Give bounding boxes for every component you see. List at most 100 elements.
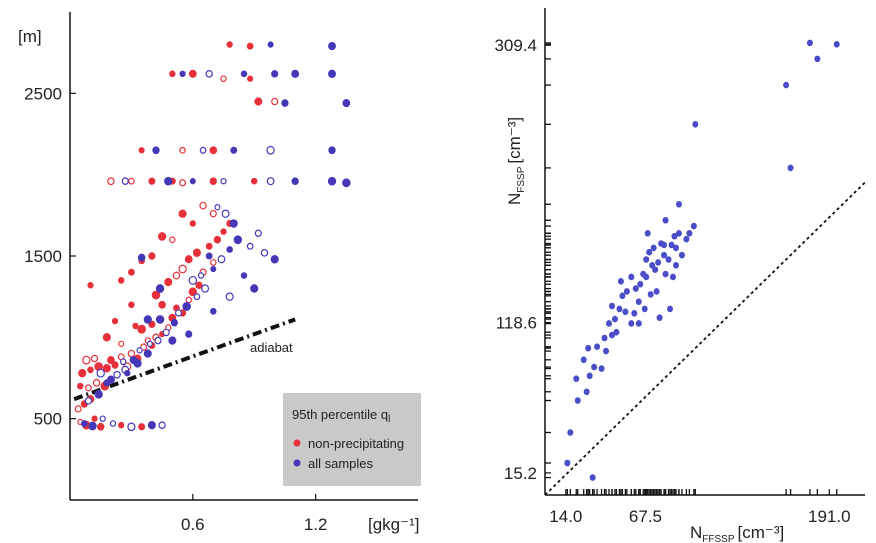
non-precipitating-point [102,364,111,373]
adiabat-line [73,317,296,402]
all-samples-point [146,340,153,348]
left-x-tick-label: 0.6 [181,515,205,534]
right-y-tick-label: 309.4 [494,36,537,55]
all-samples-point [170,318,179,327]
non-precipitating-point [178,209,187,218]
non-precipitating-point [192,248,201,257]
non-precipitating-point [209,177,217,185]
left-x-ticks: 0.6 1.2 [181,494,327,534]
right-panel: 15.2 118.6 309.4 14.0 67.5 191.0 NFSSP[cm⁻³]… [494,8,866,543]
non-precipitating-point [185,296,192,304]
non-precipitating-point [179,146,186,154]
non-precipitating-point [117,277,125,284]
right-data-point [690,222,697,230]
right-data-point [650,244,657,252]
right-data-point [661,241,668,249]
right-data-point [661,251,668,259]
right-data-point [675,230,682,237]
non-precipitating-point [128,301,135,309]
right-data-point [632,285,639,292]
all-samples-point [99,415,106,422]
all-samples-point [342,178,351,188]
all-samples-point [127,422,136,432]
right-data-point [635,298,642,305]
right-data-point [594,343,601,351]
right-data-point [574,397,581,404]
right-data-point [665,256,672,263]
right-data-point [646,248,653,256]
non-precipitating-point [195,281,203,290]
left-x-tick-label: 1.2 [304,515,328,534]
non-precipitating-point [148,177,156,185]
right-data-point [787,164,794,172]
all-samples-point [328,146,336,155]
non-precipitating-point [87,282,94,289]
non-precipitating-point [178,264,187,274]
right-data-point [589,474,596,481]
non-precipitating-point [205,242,213,250]
non-precipitating-point [78,368,87,378]
all-samples-point [109,420,117,427]
right-data-point [670,273,676,281]
legend-box [283,393,421,486]
one-to-one-line [544,181,866,496]
non-precipitating-point [247,75,254,82]
right-x-rug [566,489,838,495]
right-data-point [652,266,659,273]
non-precipitating-point [118,421,125,429]
non-precipitating-point [127,349,136,358]
all-samples-point [179,70,186,78]
all-samples-point [266,177,275,186]
right-data-point [567,429,574,436]
all-samples-point [240,272,248,279]
right-data-point [671,232,678,240]
right-data-point [655,259,662,266]
right-data-point [616,305,623,313]
non-precipitating-point [102,333,111,342]
right-data-point [675,200,682,208]
all-samples-point [291,177,299,186]
all-samples-point [188,275,198,285]
all-samples-point [197,272,205,279]
non-precipitating-point [92,379,101,387]
non-precipitating-point [107,177,115,186]
all-samples-point [254,229,262,237]
right-data-point [686,230,693,237]
all-samples-point [113,370,121,379]
non-precipitating-point [151,290,161,300]
non-precipitating-point [138,423,146,431]
right-data-point [622,308,629,316]
non-precipitating-point [210,259,217,266]
all-samples-point [271,70,279,78]
right-data-point [564,459,571,467]
all-samples-point [121,177,129,185]
non-precipitating-point [213,235,222,244]
right-data-point [662,270,669,278]
right-data-point [644,230,651,237]
right-data-point [653,288,660,295]
non-precipitating-point [164,277,173,287]
all-samples-point [155,284,165,293]
right-data-point [667,305,674,313]
all-samples-point [250,284,259,293]
all-samples-point [281,99,289,107]
all-samples-point [124,369,131,377]
right-y-ticks: 15.2 118.6 309.4 [494,36,551,483]
all-samples-point [210,307,217,315]
right-data-point [678,251,685,259]
legend-swatch-all-samples [293,459,301,467]
non-precipitating-point [96,422,105,431]
all-samples-point [260,248,269,257]
right-data-point [641,305,648,313]
all-samples-point [143,349,152,358]
all-samples-point [217,255,226,264]
non-precipitating-point [132,322,139,330]
legend-title: 95th percentile ql [292,407,390,425]
right-x-tick-label: 191.0 [808,507,851,526]
right-data-point [672,244,679,252]
legend-label-all-samples: all samples [308,456,374,471]
all-samples-point [158,421,166,429]
all-samples-point [84,396,93,405]
right-data-point [683,235,690,243]
non-precipitating-point [226,41,233,48]
